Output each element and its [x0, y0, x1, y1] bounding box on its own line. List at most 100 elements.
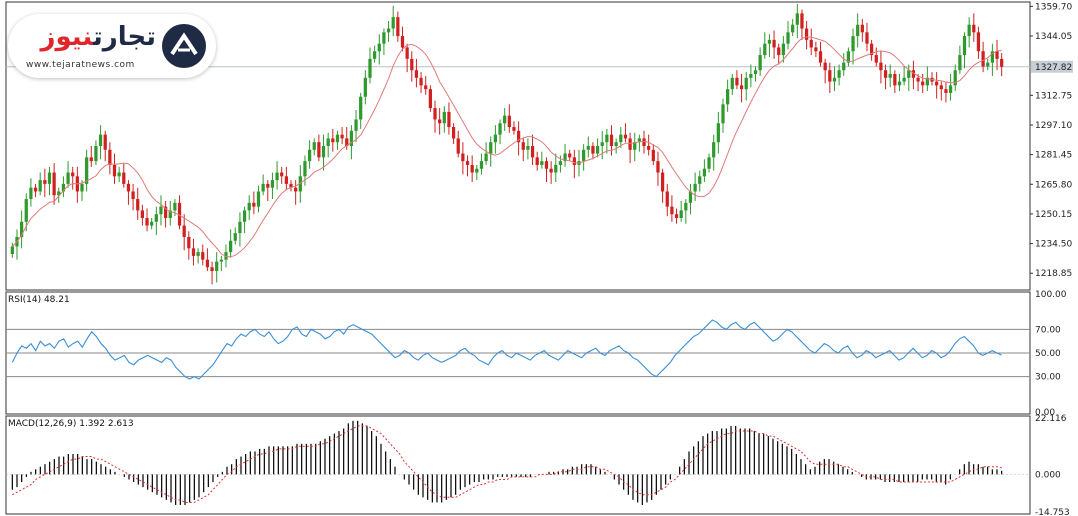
candle-body [828, 70, 832, 82]
rsi-tick-label: 0.00 [1035, 408, 1055, 418]
candle-body [684, 202, 688, 211]
candle-body [772, 39, 776, 48]
macd-title: MACD(12,26,9) 1.392 2.613 [8, 419, 134, 429]
candle-body [224, 252, 228, 260]
candle-body [410, 58, 414, 71]
candle-body [507, 115, 511, 128]
candle-body [767, 39, 772, 44]
candle-body [479, 161, 484, 169]
candle-body [948, 85, 953, 93]
candle-body [215, 261, 219, 272]
candle-body [503, 115, 507, 124]
candle-body [122, 172, 126, 184]
candle-body [925, 77, 929, 86]
candle-body [967, 24, 971, 37]
candle-body [623, 134, 628, 139]
candle-body [842, 62, 846, 71]
candle-body [897, 81, 902, 86]
candle-body [791, 24, 795, 33]
macd-tick-label: -14.753 [1035, 508, 1070, 516]
candle-body [642, 138, 646, 146]
candle-body [554, 164, 558, 173]
candle-body [958, 55, 962, 71]
candle-body [108, 149, 112, 165]
candle-body [851, 36, 855, 52]
price-tick-label: 1218.85 [1035, 269, 1072, 279]
candle-body [674, 214, 679, 218]
candle-body [270, 180, 275, 188]
candle-body [24, 199, 28, 222]
candle-body [846, 51, 851, 63]
candle-body [359, 96, 363, 120]
candle-body [628, 138, 632, 150]
candle-body [698, 176, 702, 184]
candle-body [586, 146, 590, 150]
candle-body [512, 127, 516, 131]
price-tick-label: 1297.10 [1035, 121, 1072, 131]
candle-body [795, 13, 799, 25]
candle-body [71, 172, 75, 177]
candle-body [609, 134, 614, 146]
candle-body [187, 236, 191, 249]
candle-body [163, 206, 168, 218]
candle-body [591, 146, 595, 154]
candle-body [261, 183, 265, 192]
candle-body [540, 161, 544, 165]
candle-body [572, 157, 576, 165]
price-tick-label: 1359.70 [1035, 2, 1072, 12]
candle-body [289, 183, 293, 188]
candle-body [80, 183, 84, 192]
candle-body [201, 252, 205, 260]
candle-body [777, 47, 781, 56]
candle-body [744, 77, 748, 90]
candle-body [335, 134, 340, 143]
candle-body [43, 180, 47, 184]
price-tick-label: 1344.05 [1035, 32, 1072, 42]
brand-name-main: تجارت [93, 22, 156, 52]
candle-body [735, 77, 739, 86]
current-price-box [1031, 60, 1073, 73]
rsi-tick-label: 30.00 [1035, 373, 1061, 383]
candle-body [549, 168, 553, 173]
candle-body [145, 218, 149, 226]
candle-body [721, 104, 725, 124]
candle-body [312, 142, 316, 150]
candle-body [869, 43, 874, 56]
price-tick-label: 1234.50 [1035, 240, 1072, 250]
price-tick-label: 1265.80 [1035, 180, 1072, 190]
candle-body [85, 157, 89, 184]
candle-body [814, 47, 818, 52]
candle-body [730, 77, 734, 90]
candle-body [986, 62, 990, 67]
candle-body [753, 70, 758, 74]
brand-name: تجارتنیوز [41, 22, 157, 52]
candle-body [219, 259, 223, 262]
candle-body [526, 146, 530, 150]
candle-body [340, 134, 344, 139]
candle-body [888, 74, 892, 78]
candle-body [103, 134, 107, 150]
candle-body [702, 168, 707, 177]
candle-body [605, 134, 609, 143]
candle-body [386, 28, 391, 33]
candle-body [317, 142, 321, 158]
macd-panel: 22.116 0.000 -14.753 MACD(12,26,9) 1.392 2.… [5, 414, 1070, 516]
candle-body [823, 62, 827, 71]
candle-body [465, 161, 470, 165]
candle-body [637, 138, 642, 143]
candle-body [726, 89, 730, 105]
candle-body [614, 142, 618, 146]
candle-body [396, 17, 400, 37]
candle-body [470, 164, 474, 173]
moving-average-line [11, 36, 1002, 258]
candle-body [600, 142, 604, 146]
candle-body [633, 142, 637, 150]
candle-body [196, 252, 200, 256]
candle-body [456, 138, 460, 154]
candle-body [419, 77, 423, 86]
candle-body [140, 210, 145, 218]
candle-body [907, 70, 911, 78]
candle-body [990, 51, 995, 63]
candle-body [809, 39, 813, 48]
candle-body [498, 123, 502, 135]
